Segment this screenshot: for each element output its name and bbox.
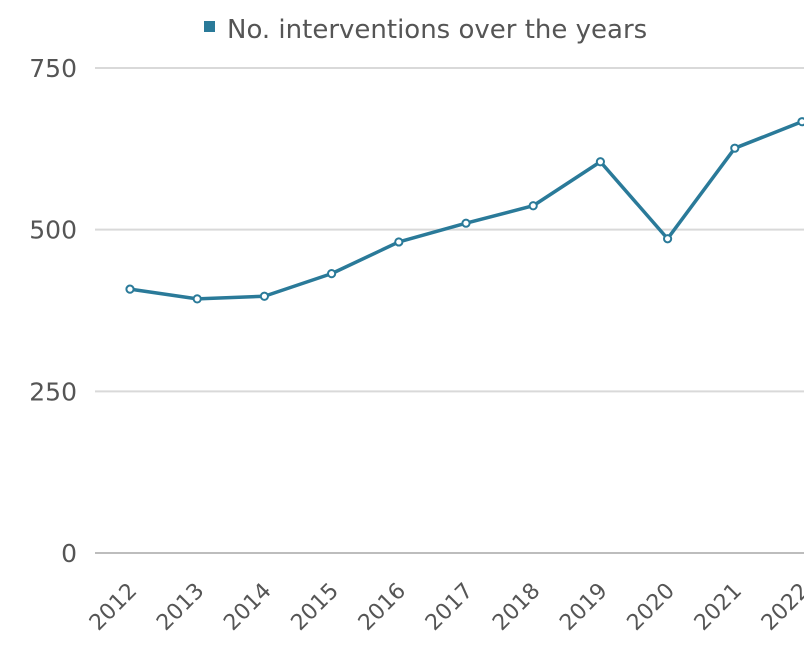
data-point-2020 (663, 234, 673, 244)
data-point-2017 (461, 218, 471, 228)
x-tick-label-2022: 2022 (757, 579, 804, 636)
x-tick-label-2018: 2018 (488, 579, 545, 636)
x-tick-label-2021: 2021 (690, 579, 747, 636)
data-point-2022 (797, 117, 804, 127)
y-tick-label-750: 750 (29, 54, 77, 83)
x-tick-label-2015: 2015 (287, 579, 344, 636)
x-tick-label-2019: 2019 (555, 579, 612, 636)
series-no-interventions (125, 117, 804, 304)
x-tick-label-2020: 2020 (623, 579, 680, 636)
legend: No. interventions over the years (204, 15, 647, 45)
x-tick-label-2017: 2017 (421, 579, 478, 636)
data-point-2019 (595, 157, 606, 167)
data-point-2015 (327, 269, 337, 279)
legend-label: No. interventions over the years (227, 15, 647, 45)
gridlines (95, 67, 804, 554)
data-point-2013 (192, 294, 202, 304)
data-point-2016 (394, 237, 404, 247)
data-point-2021 (730, 143, 740, 153)
y-axis-tick-labels: 0 250 500 750 (29, 54, 77, 568)
x-axis-tick-labels: 2012 2013 2014 2015 2016 2017 2018 2019 2020 2021… (85, 579, 804, 636)
x-tick-label-2016: 2016 (354, 579, 411, 636)
y-tick-label-0: 0 (61, 539, 77, 568)
series-line (128, 119, 804, 301)
y-tick-label-250: 250 (29, 377, 77, 406)
legend-marker (204, 21, 215, 32)
data-point-2018 (528, 201, 538, 211)
x-tick-label-2013: 2013 (152, 579, 209, 636)
data-point-2012 (125, 284, 135, 294)
x-tick-label-2014: 2014 (219, 579, 276, 636)
x-tick-label-2012: 2012 (85, 579, 142, 636)
y-tick-label-500: 500 (29, 216, 77, 245)
data-point-2014 (259, 291, 269, 301)
